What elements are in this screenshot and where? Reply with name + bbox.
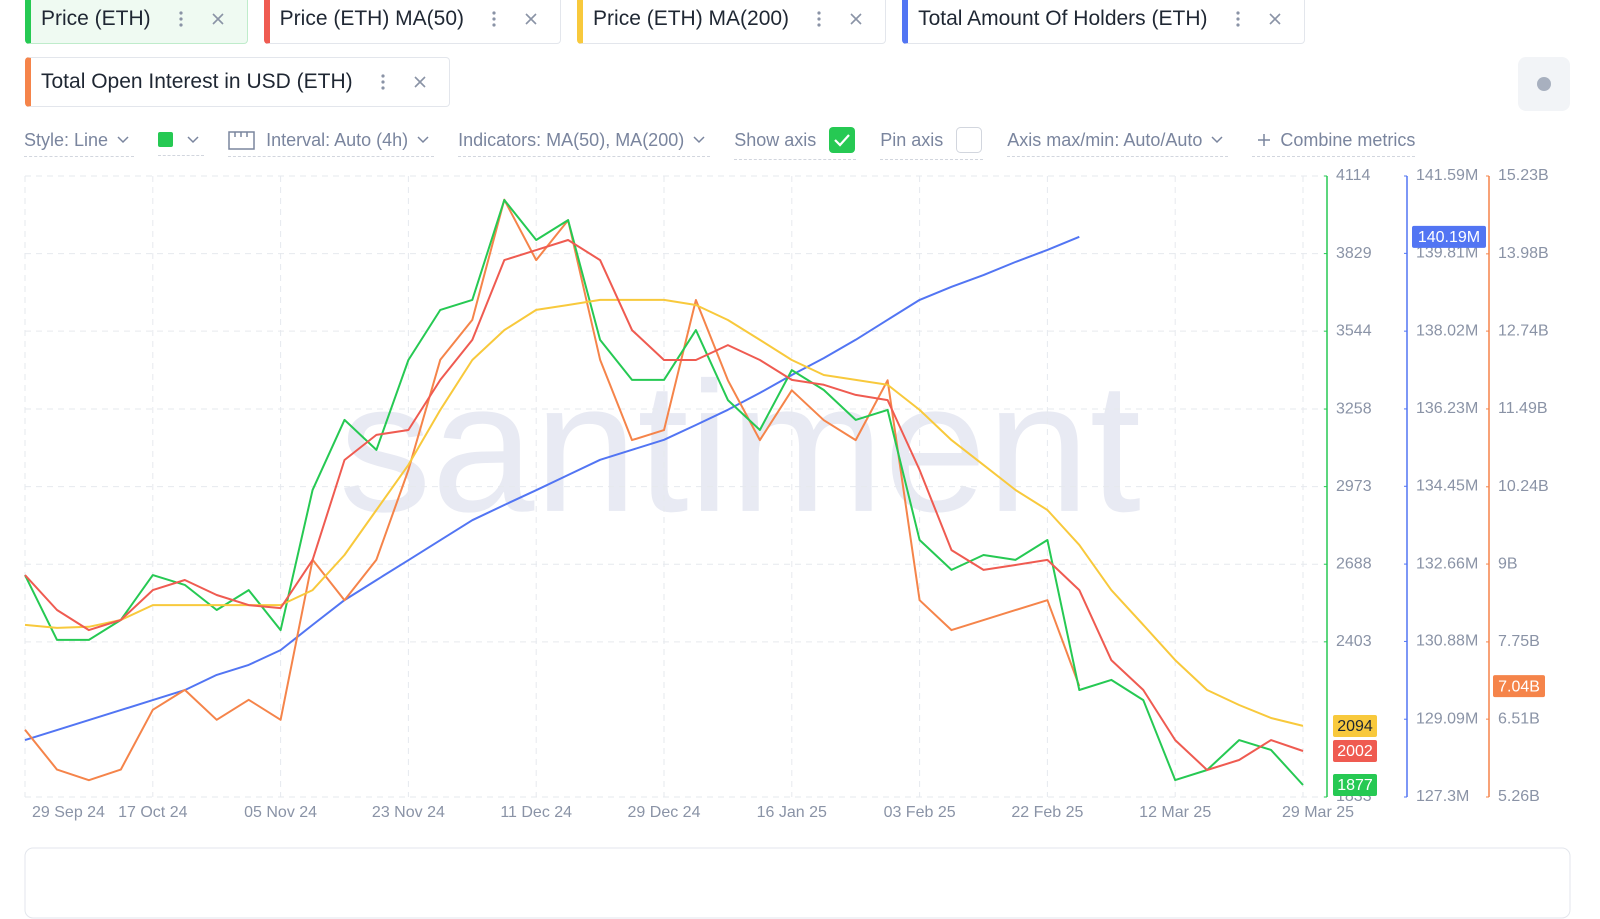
y-tick-label: 15.23B <box>1498 167 1549 184</box>
axis-range-select[interactable]: Axis max/min: Auto/Auto <box>1007 129 1229 157</box>
y-tick-label: 141.59M <box>1416 167 1478 184</box>
metric-tabs: Price (ETH) Price (ETH) MA(50) Price (ETH)… <box>25 0 1355 107</box>
y-tick-label: 9B <box>1498 555 1518 572</box>
label: Show axis <box>734 129 817 150</box>
toolbar: Style: Line Interval: Auto (4h) Indicato… <box>24 126 1439 160</box>
metric-tab[interactable]: Price (ETH) <box>25 0 248 44</box>
plus-icon <box>1258 134 1271 146</box>
legend-label: Total Open Interest in USD (ETH) <box>41 70 353 93</box>
x-tick-label: 11 Dec 24 <box>500 804 572 821</box>
side-button[interactable] <box>1518 57 1570 111</box>
value-badge <box>1333 774 1377 797</box>
value-badge <box>1493 675 1545 698</box>
x-tick-label: 29 Mar 25 <box>1282 804 1354 821</box>
metric-tab[interactable]: Price (ETH) MA(200) <box>577 0 887 44</box>
color-select[interactable] <box>158 130 205 156</box>
metric-tab[interactable]: Price (ETH) MA(50) <box>263 0 562 44</box>
x-tick-label: 22 Feb 25 <box>1011 804 1083 821</box>
series-line <box>24 239 1304 771</box>
y-tick-label: 7.75B <box>1498 633 1540 650</box>
y-tick-label: 11.49B <box>1498 400 1548 417</box>
value-badge <box>1412 225 1486 248</box>
label: Indicators: MA(50), MA(200) <box>458 129 685 150</box>
tab-icons[interactable] <box>375 72 435 92</box>
chevron <box>693 136 705 144</box>
value-badge-label: 140.19M <box>1418 229 1480 246</box>
tab-icons[interactable] <box>1230 9 1290 29</box>
checkbox <box>956 127 983 153</box>
combine-metrics[interactable]: Combine metrics <box>1252 129 1416 157</box>
y-tick-label: 6.51B <box>1498 710 1540 727</box>
y-tick-label: 2688 <box>1336 555 1372 572</box>
label: Axis max/min: Auto/Auto <box>1007 129 1203 150</box>
legend-label: Total Amount Of Holders (ETH) <box>918 7 1208 30</box>
tab-icons[interactable] <box>173 9 233 29</box>
metric-tab[interactable]: Total Amount Of Holders (ETH) <box>902 0 1305 44</box>
x-tick-label: 03 Feb 25 <box>884 804 956 821</box>
color-swatch <box>158 132 199 147</box>
y-tick-label: 129.09M <box>1416 710 1478 727</box>
label: Pin axis <box>880 129 944 150</box>
y-tick-label: 3258 <box>1336 400 1372 417</box>
y-tick-label: 136.23M <box>1416 400 1478 417</box>
series-line <box>24 235 1080 742</box>
tab-icons[interactable] <box>811 9 871 29</box>
x-tick-label: 23 Nov 24 <box>372 804 445 821</box>
value-badge-label: 7.04B <box>1498 678 1540 695</box>
pin-axis-toggle[interactable]: Pin axis <box>880 126 984 160</box>
series-line <box>24 198 1081 782</box>
y-tick-label: 130.88M <box>1416 633 1478 650</box>
legend-label: Price (ETH) MA(50) <box>279 7 465 30</box>
tab-icons[interactable] <box>486 9 546 29</box>
watermark: santiment <box>339 345 1141 551</box>
label: Combine metrics <box>1280 129 1416 150</box>
y-tick-label: 3829 <box>1336 245 1372 262</box>
x-tick-label: 29 Sep 24 <box>32 804 105 821</box>
value-badge <box>1333 739 1377 762</box>
y-tick-label: 138.02M <box>1416 322 1478 339</box>
legend-label: Price (ETH) MA(200) <box>593 7 790 30</box>
style-select[interactable]: Style: Line <box>24 129 135 157</box>
y-tick-label: 3544 <box>1336 322 1372 339</box>
value-badge <box>1333 714 1377 737</box>
icon <box>1537 77 1551 91</box>
chevron <box>417 136 429 144</box>
y-tick-label: 12.74B <box>1498 322 1549 339</box>
x-tick-label: 17 Oct 24 <box>118 804 187 821</box>
y-tick-label: 132.66M <box>1416 555 1478 572</box>
show-axis-toggle[interactable]: Show axis <box>734 126 857 160</box>
legend-label: Price (ETH) <box>41 7 151 30</box>
navigator[interactable] <box>24 847 1571 919</box>
y-tick-label: 5.26B <box>1498 788 1540 805</box>
x-tick-label: 12 Mar 25 <box>1139 804 1211 821</box>
y-tick-label: 139.81M <box>1416 245 1478 262</box>
x-tick-label: 16 Jan 25 <box>757 804 827 821</box>
y-tick-label: 134.45M <box>1416 478 1478 495</box>
y-tick-label: 2973 <box>1336 478 1372 495</box>
chevron <box>1211 136 1223 144</box>
label: Style: Line <box>24 129 109 150</box>
y-tick-label: 13.98B <box>1498 245 1549 262</box>
value-badge-label: 2094 <box>1337 718 1373 735</box>
label: Interval: Auto (4h) <box>266 129 409 150</box>
x-tick-label: 29 Dec 24 <box>628 804 701 821</box>
chevron <box>117 136 129 144</box>
y-tick-label: 2403 <box>1336 633 1372 650</box>
value-badge-label: 2002 <box>1337 743 1373 760</box>
interval-select[interactable]: Interval: Auto (4h) <box>228 129 435 157</box>
y-tick-label: 10.24B <box>1498 478 1549 495</box>
y-tick-label: 127.3M <box>1416 788 1469 805</box>
indicators-select[interactable]: Indicators: MA(50), MA(200) <box>458 129 711 157</box>
x-tick-label: 05 Nov 24 <box>244 804 317 821</box>
metric-tab[interactable]: Total Open Interest in USD (ETH) <box>25 57 450 107</box>
y-tick-label: 4114 <box>1336 167 1371 184</box>
checkbox-checked <box>829 127 856 153</box>
interval-icon <box>228 131 255 150</box>
series-line <box>24 298 1304 727</box>
value-badge-label: 1877 <box>1337 777 1373 794</box>
series-line <box>24 199 1304 786</box>
